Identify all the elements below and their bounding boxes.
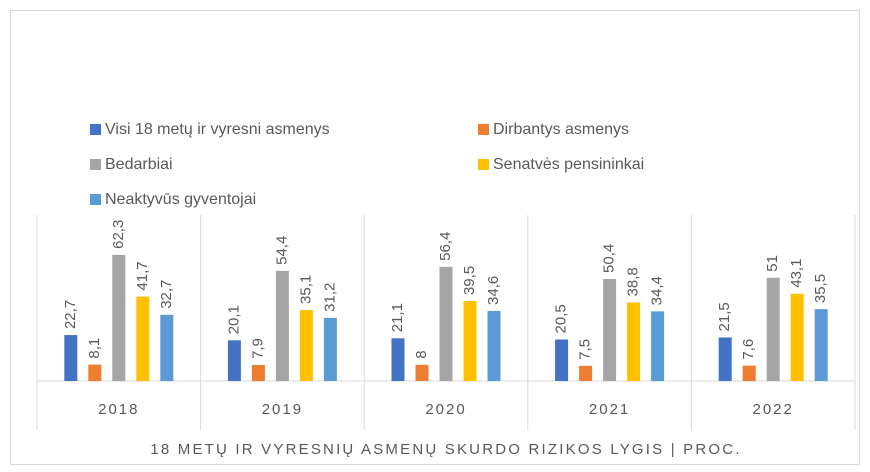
legend-label: Senatvės pensininkai (493, 156, 644, 173)
value-label: 8,1 (86, 338, 103, 359)
value-label: 21,1 (389, 303, 406, 332)
bar (718, 337, 732, 381)
bar (136, 296, 150, 381)
legend-swatch (90, 124, 101, 135)
bar (487, 310, 501, 381)
value-label: 32,7 (158, 280, 175, 309)
bar (112, 254, 126, 381)
bar (415, 364, 429, 381)
bar (251, 365, 265, 381)
value-label: 34,6 (485, 276, 502, 305)
value-label: 34,4 (649, 276, 666, 305)
bar (742, 365, 756, 381)
bar (579, 365, 593, 381)
value-label: 20,1 (225, 305, 242, 334)
value-label: 35,5 (812, 274, 829, 303)
x-tick-label: 2018 (98, 401, 139, 418)
legend-swatch (90, 194, 101, 205)
bar (603, 278, 617, 381)
bar (227, 340, 241, 381)
x-tick-label: 2020 (425, 401, 466, 418)
value-label: 31,2 (321, 283, 338, 312)
bar (88, 364, 102, 381)
bar (64, 335, 78, 381)
bar (814, 309, 828, 381)
value-label: 56,4 (437, 232, 454, 261)
chart-border (10, 10, 860, 465)
bar (391, 338, 405, 381)
bar (651, 311, 665, 381)
bar (275, 270, 289, 381)
value-label: 21,5 (716, 302, 733, 331)
value-label: 41,7 (134, 261, 151, 290)
value-label: 22,7 (62, 300, 79, 329)
chart-title: 18 METŲ IR VYRESNIŲ ASMENŲ SKURDO RIZIKO… (150, 441, 741, 458)
bar (790, 293, 804, 381)
bar (299, 309, 313, 381)
value-label: 20,5 (553, 304, 570, 333)
value-label: 38,8 (625, 267, 642, 296)
value-label: 43,1 (788, 259, 805, 288)
legend-label: Dirbantys asmenys (493, 121, 629, 138)
value-label: 50,4 (601, 244, 618, 273)
x-tick-label: 2021 (589, 401, 630, 418)
bar (160, 314, 174, 381)
bar (323, 317, 337, 381)
value-label: 62,3 (110, 220, 127, 249)
value-label: 7,5 (577, 339, 594, 360)
legend-label: Bedarbiai (105, 156, 173, 173)
legend-label: Neaktyvūs gyventojai (105, 191, 256, 208)
value-label: 35,1 (297, 275, 314, 304)
value-label: 51 (764, 255, 781, 272)
value-label: 7,9 (249, 338, 266, 359)
legend-swatch (478, 159, 489, 170)
value-label: 39,5 (461, 266, 478, 295)
value-label: 54,4 (273, 236, 290, 265)
value-label: 8 (413, 350, 430, 358)
bar (463, 301, 477, 381)
bar (627, 302, 641, 381)
bar (766, 277, 780, 381)
bar (555, 339, 569, 381)
x-tick-label: 2019 (262, 401, 303, 418)
legend-swatch (478, 124, 489, 135)
legend-swatch (90, 159, 101, 170)
value-label: 7,6 (740, 339, 757, 360)
x-tick-label: 2022 (753, 401, 794, 418)
bar (439, 266, 453, 381)
legend-label: Visi 18 metų ir vyresni asmenys (105, 121, 330, 138)
